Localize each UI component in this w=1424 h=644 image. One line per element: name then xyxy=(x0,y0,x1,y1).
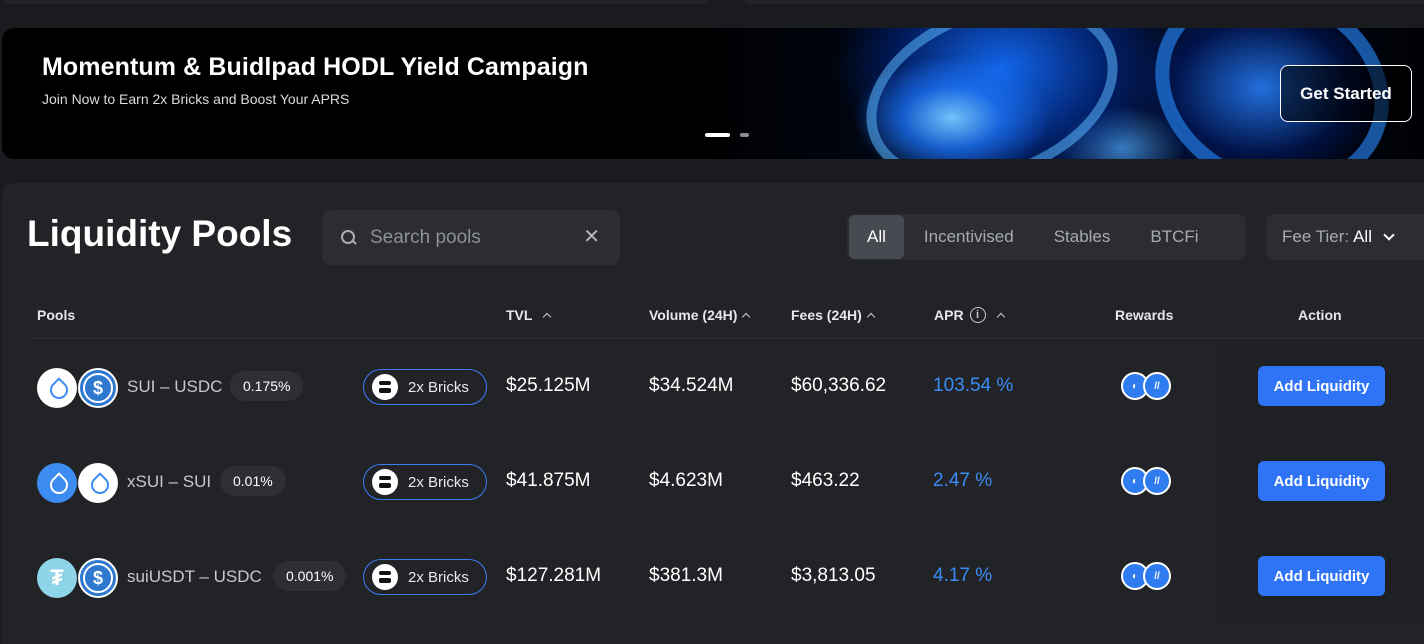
rewards-icons[interactable]: ◐ // xyxy=(1121,372,1173,402)
fee-tier-label: Fee Tier: xyxy=(1282,227,1350,246)
banner-ring xyxy=(840,28,1144,159)
fee-badge: 0.01% xyxy=(220,466,286,496)
xsui-icon xyxy=(37,463,77,503)
campaign-banner[interactable]: Momentum & Buidlpad HODL Yield Campaign … xyxy=(2,28,1424,159)
bricks-icon xyxy=(372,564,398,590)
carousel-dots xyxy=(705,133,749,137)
search-input[interactable] xyxy=(370,226,570,249)
momentum-reward-icon: // xyxy=(1143,467,1171,495)
fees-value: $3,813.05 xyxy=(791,565,876,586)
rewards-icons[interactable]: ◐ // xyxy=(1121,562,1173,592)
pool-pair[interactable]: xSUI – SUI xyxy=(127,472,212,491)
volume-value: $4.623M xyxy=(649,470,723,491)
top-strip xyxy=(0,0,1424,8)
carousel-dot-active[interactable] xyxy=(705,133,730,137)
token-pair-icons: ₮ $ xyxy=(37,558,119,598)
page-title: Liquidity Pools xyxy=(27,213,293,254)
add-liquidity-button[interactable]: Add Liquidity xyxy=(1258,366,1385,406)
sui-icon xyxy=(78,463,118,503)
sui-icon xyxy=(37,368,77,408)
pool-pair[interactable]: SUI – USDC xyxy=(127,377,223,396)
sort-icon xyxy=(996,312,1005,321)
col-volume[interactable]: Volume (24H) xyxy=(649,307,751,323)
col-volume-label: Volume (24H) xyxy=(649,307,738,323)
volume-value: $381.3M xyxy=(649,565,723,586)
top-card-left xyxy=(2,0,710,4)
bricks-label: 2x Bricks xyxy=(408,378,469,396)
table-row[interactable]: $ SUI – USDC 0.175% 2x Bricks $25.125M $… xyxy=(2,339,1424,434)
col-fees[interactable]: Fees (24H) xyxy=(791,307,876,323)
fee-tier-value: All xyxy=(1353,227,1372,246)
tab-incentivised[interactable]: Incentivised xyxy=(923,227,1014,246)
usdc-icon: $ xyxy=(78,558,118,598)
table-row[interactable]: ₮ $ suiUSDT – USDC 0.001% 2x Bricks $127… xyxy=(2,529,1424,624)
bricks-icon xyxy=(372,469,398,495)
clear-icon[interactable]: ✕ xyxy=(583,226,600,248)
tvl-value: $127.281M xyxy=(506,565,602,586)
bricks-badge: 2x Bricks xyxy=(363,559,487,595)
banner-title: Momentum & Buidlpad HODL Yield Campaign xyxy=(42,53,589,81)
liquidity-pools-panel: Liquidity Pools ✕ All Incentivised Stabl… xyxy=(2,183,1424,644)
sort-icon xyxy=(543,312,552,321)
fees-value: $60,336.62 xyxy=(791,375,887,396)
fee-tier-dropdown[interactable]: Fee Tier: All xyxy=(1266,214,1424,260)
col-apr-label: APR xyxy=(934,307,964,323)
carousel-dot[interactable] xyxy=(740,133,749,137)
add-liquidity-button[interactable]: Add Liquidity xyxy=(1258,461,1385,501)
apr-value[interactable]: 103.54 % xyxy=(933,375,1014,396)
tab-all[interactable]: All xyxy=(849,215,904,259)
bricks-label: 2x Bricks xyxy=(408,473,469,491)
tvl-value: $25.125M xyxy=(506,375,591,396)
token-pair-icons: $ xyxy=(37,368,119,408)
bricks-icon xyxy=(372,374,398,400)
table-row[interactable]: xSUI – SUI 0.01% 2x Bricks $41.875M $4.6… xyxy=(2,434,1424,529)
pool-pair[interactable]: suiUSDT – USDC xyxy=(127,567,262,586)
usdc-icon: $ xyxy=(78,368,118,408)
search-box[interactable]: ✕ xyxy=(322,210,620,265)
fee-badge: 0.001% xyxy=(273,561,347,591)
bricks-badge: 2x Bricks xyxy=(363,464,487,500)
col-action-label: Action xyxy=(1298,307,1342,323)
search-icon xyxy=(340,229,358,247)
chevron-down-icon xyxy=(1383,229,1395,241)
token-pair-icons xyxy=(37,463,119,503)
col-tvl[interactable]: TVL xyxy=(506,307,552,323)
col-fees-label: Fees (24H) xyxy=(791,307,862,323)
bricks-label: 2x Bricks xyxy=(408,568,469,586)
volume-value: $34.524M xyxy=(649,375,734,396)
col-rewards: Rewards xyxy=(1115,307,1173,323)
sort-icon xyxy=(866,312,876,321)
banner-subtitle: Join Now to Earn 2x Bricks and Boost You… xyxy=(42,91,350,107)
fees-value: $463.22 xyxy=(791,470,860,491)
usdt-icon: ₮ xyxy=(37,558,77,598)
fee-badge: 0.175% xyxy=(230,371,304,401)
top-card-right xyxy=(742,0,1424,4)
momentum-reward-icon: // xyxy=(1143,372,1171,400)
col-pools: Pools xyxy=(37,307,75,323)
add-liquidity-button[interactable]: Add Liquidity xyxy=(1258,556,1385,596)
filter-tabs: All Incentivised Stables BTCFi xyxy=(847,214,1246,260)
bricks-badge: 2x Bricks xyxy=(363,369,487,405)
tvl-value: $41.875M xyxy=(506,470,591,491)
col-action: Action xyxy=(1298,307,1342,323)
apr-value[interactable]: 4.17 % xyxy=(933,565,993,586)
table-header: Pools TVL Volume (24H) Fees (24H) APR i … xyxy=(28,287,1424,339)
tab-btcfi[interactable]: BTCFi xyxy=(1150,227,1199,246)
col-tvl-label: TVL xyxy=(506,307,533,323)
col-pools-label: Pools xyxy=(37,307,76,323)
col-apr[interactable]: APR i xyxy=(934,307,1005,323)
info-icon[interactable]: i xyxy=(969,307,986,323)
get-started-button[interactable]: Get Started xyxy=(1280,65,1412,122)
sort-icon xyxy=(742,312,751,321)
col-rewards-label: Rewards xyxy=(1115,307,1174,323)
apr-value[interactable]: 2.47 % xyxy=(933,470,993,491)
tab-stables[interactable]: Stables xyxy=(1053,227,1111,246)
rewards-icons[interactable]: ◐ // xyxy=(1121,467,1173,497)
momentum-reward-icon: // xyxy=(1143,562,1171,590)
